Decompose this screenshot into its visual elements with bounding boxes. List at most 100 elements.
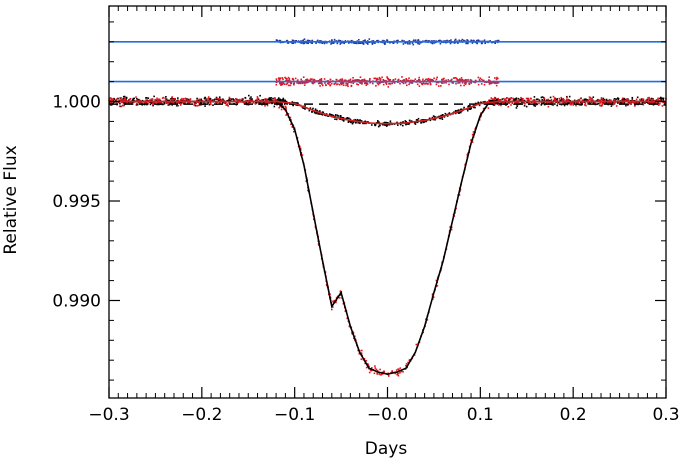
out-of-transit-data-point — [251, 98, 253, 100]
x-tick-label: −0.2 — [181, 405, 222, 425]
residuals-red-point — [319, 78, 321, 81]
out-of-transit-data-point — [536, 98, 539, 100]
primary-transit-data-point — [612, 101, 615, 104]
primary-transit-data-point — [637, 102, 639, 104]
out-of-transit-data-point — [541, 96, 544, 98]
out-of-transit-data-point — [259, 94, 261, 97]
primary-transit-data-point — [367, 363, 369, 365]
secondary-eclipse-data-point — [354, 118, 357, 121]
primary-transit-data-point — [344, 310, 347, 312]
out-of-transit-data-point — [657, 102, 659, 104]
secondary-eclipse-data-point — [414, 123, 417, 125]
primary-transit-data-point — [267, 102, 270, 104]
primary-transit-data-point — [369, 369, 372, 372]
primary-transit-data-point — [626, 99, 628, 102]
residuals-red-point — [290, 82, 292, 85]
plot-frame — [108, 5, 667, 399]
out-of-transit-data-point — [542, 102, 544, 105]
primary-transit-data-point — [652, 101, 655, 104]
residuals-red-point — [388, 78, 390, 81]
primary-transit-data-point — [121, 99, 123, 101]
residuals-red-point — [357, 83, 360, 86]
x-axis-title: Days — [365, 439, 408, 459]
primary-transit-data-point — [156, 98, 159, 101]
out-of-transit-data-point — [112, 99, 115, 102]
secondary-eclipse-data-point — [457, 109, 460, 111]
secondary-eclipse-data-point — [292, 104, 294, 107]
residuals-red-point — [280, 84, 282, 86]
primary-transit-data-point — [493, 99, 495, 101]
primary-transit-data-point — [651, 98, 654, 101]
residuals-blue-point — [338, 39, 340, 42]
residuals-red-point — [294, 77, 297, 80]
residuals-red-point — [287, 79, 290, 82]
out-of-transit-data-point — [147, 97, 150, 99]
out-of-transit-data-point — [523, 99, 526, 102]
residuals-red-point — [384, 79, 386, 82]
primary-transit-data-point — [522, 101, 525, 104]
primary-transit-data-point — [333, 299, 336, 302]
secondary-eclipse-data-point — [457, 112, 460, 114]
primary-transit-data-point — [579, 104, 582, 106]
primary-transit-data-point — [200, 104, 202, 106]
residuals-red-point — [373, 77, 375, 80]
primary-transit-data-point — [228, 102, 230, 104]
primary-transit-data-point — [639, 98, 641, 101]
primary-transit-data-point — [509, 101, 511, 104]
axes: −0.3 −0.2 −0.1 −0.0 0.1 0.2 0.3 0.990 0.995 1.000 — [52, 6, 680, 425]
out-of-transit-data-point — [641, 101, 644, 104]
out-of-transit-data-point — [535, 98, 538, 101]
primary-transit-data-point — [284, 105, 287, 108]
secondary-eclipse-data-point — [335, 118, 338, 121]
primary-transit-data-point — [572, 103, 574, 105]
residuals-red-point — [455, 82, 457, 85]
primary-transit-data-point — [243, 101, 245, 104]
secondary-eclipse-data-point — [496, 101, 499, 104]
primary-transit-data-point — [266, 99, 268, 102]
out-of-transit-data-point — [200, 102, 202, 104]
out-of-transit-data-point — [119, 102, 121, 105]
out-of-transit-data-point — [586, 99, 589, 101]
secondary-eclipse-data-point — [319, 110, 321, 112]
out-of-transit-data-point — [592, 96, 595, 98]
residuals-red-point — [309, 78, 312, 80]
residuals-blue-point — [424, 40, 426, 42]
primary-transit-data-point — [516, 102, 518, 104]
secondary-eclipse-data-point — [302, 107, 304, 109]
out-of-transit-data-point — [269, 99, 271, 101]
model-lines — [109, 40, 666, 375]
primary-transit-data-point — [515, 102, 517, 104]
primary-transit-data-point — [252, 102, 255, 104]
out-of-transit-data-point — [177, 104, 179, 107]
residuals-red-point — [497, 77, 499, 80]
primary-transit-data-point — [375, 368, 378, 371]
primary-transit-data-point — [335, 301, 337, 304]
primary-transit-data-point — [566, 98, 569, 101]
residuals-blue-point — [339, 43, 342, 45]
primary-transit-data-point — [367, 364, 369, 366]
residuals-red-point — [350, 85, 353, 87]
primary-transit-data-point — [523, 102, 525, 105]
residuals-red-point — [495, 84, 498, 87]
secondary-eclipse-data-point — [363, 122, 366, 125]
residuals-red-point — [277, 77, 280, 79]
primary-transit-data-point — [627, 99, 630, 101]
residuals-red-point — [452, 82, 454, 84]
primary-transit-data-point — [257, 97, 259, 100]
residuals-red-point — [304, 82, 306, 84]
primary-transit-data-point — [497, 97, 499, 100]
primary-transit-data-point — [180, 98, 183, 101]
out-of-transit-data-point — [538, 99, 541, 101]
out-of-transit-data-point — [640, 98, 643, 100]
residuals-red-point — [424, 79, 426, 82]
residuals-red-point — [303, 84, 306, 86]
out-of-transit-data-point — [153, 95, 155, 98]
out-of-transit-data-point — [171, 97, 173, 99]
residuals-red-point — [329, 84, 332, 86]
secondary-eclipse-data-point — [404, 120, 407, 122]
primary-transit-data-point — [215, 102, 217, 105]
out-of-transit-data-point — [209, 98, 212, 100]
primary-transit-data-point — [527, 101, 530, 104]
residuals-blue-point — [336, 42, 339, 45]
primary-transit-data-point — [278, 106, 280, 109]
